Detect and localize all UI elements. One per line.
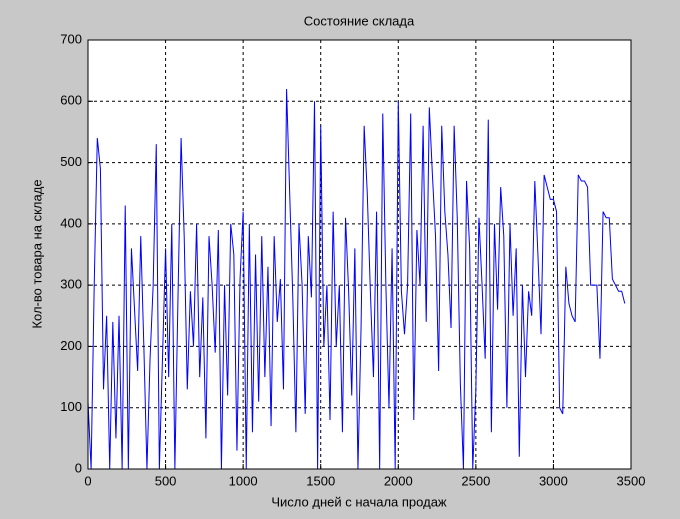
y-tick-label: 400: [60, 215, 82, 230]
x-tick-label: 500: [155, 473, 177, 488]
y-axis-label: Кол-во товара на складе: [29, 179, 44, 328]
y-tick-label: 200: [60, 338, 82, 353]
chart-title: Состояние склада: [304, 13, 415, 28]
x-tick-label: 1500: [306, 473, 335, 488]
y-tick-label: 500: [60, 154, 82, 169]
y-tick-label: 0: [75, 460, 82, 475]
x-axis-label: Число дней с начала продаж: [271, 494, 447, 509]
axes-box: [87, 39, 632, 470]
x-tick-label: 0: [84, 473, 91, 488]
data-line: [87, 89, 626, 470]
x-tick-label: 3500: [617, 473, 646, 488]
y-tick-label: 300: [60, 277, 82, 292]
y-tick-label: 700: [60, 31, 82, 46]
x-tick-label: 3000: [539, 473, 568, 488]
x-tick-label: 1000: [229, 473, 258, 488]
x-tick-label: 2000: [384, 473, 413, 488]
y-tick-label: 600: [60, 93, 82, 108]
x-tick-label: 2500: [461, 473, 490, 488]
y-tick-label: 100: [60, 399, 82, 414]
